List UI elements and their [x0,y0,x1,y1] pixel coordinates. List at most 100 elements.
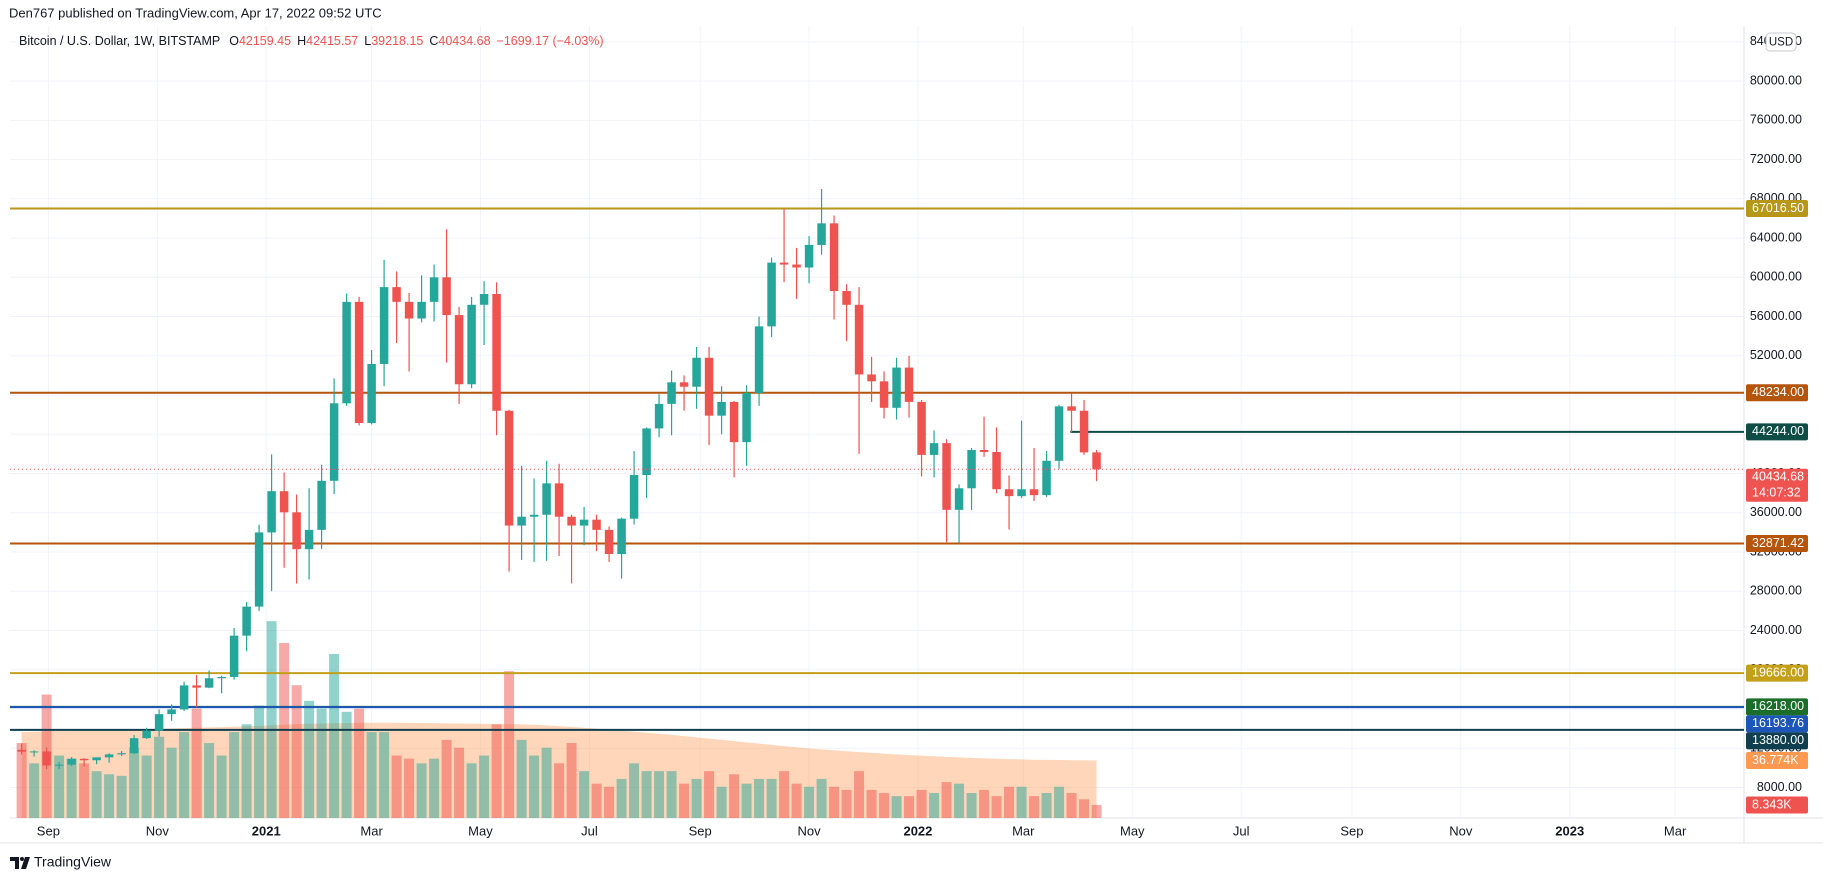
candle-body [454,315,464,385]
candle-body [217,676,226,679]
candle-body [179,685,189,710]
volume-bar [691,778,702,818]
last-price-label-box [1746,468,1808,502]
legend-key: H [297,34,306,48]
y-tick-label: 52000.00 [1750,348,1802,362]
candle-body [167,709,176,715]
legend-value: 42415.57 [306,34,358,48]
candle-body [729,401,739,443]
x-tick-label: Mar [1012,823,1035,838]
candle-body [304,529,314,550]
volume-bar [466,763,477,818]
candle-body [204,678,214,688]
volume-bar [641,771,652,818]
x-tick-label: Nov [798,823,822,838]
volume-bar [979,789,990,818]
y-tick-label: 56000.00 [1750,309,1802,323]
candle-body [779,262,789,265]
legend-key: O [229,34,239,48]
y-tick-label: 80000.00 [1750,73,1802,87]
level-label: 16218.00 [1752,699,1804,713]
volume-bar [16,743,27,818]
candle-body [804,244,814,268]
legend-key: C [429,34,438,48]
candle-body [279,491,289,513]
candle-body [917,401,926,455]
volume-bar [879,793,890,818]
candle-body [1054,406,1064,461]
volume-bar [629,763,640,818]
volume-bar [941,782,952,818]
volume-bar [316,708,327,818]
candle-body [379,287,389,364]
candle-body [854,304,864,375]
level-label: 48234.00 [1752,385,1804,399]
volume-bar [479,755,490,818]
candle-body [579,519,589,526]
level-label: 32871.42 [1752,536,1804,550]
legend: Bitcoin / U.S. Dollar, 1W, BITSTAMP O4215… [19,34,604,48]
candle-body [817,223,826,245]
legend-value: 39218.15 [371,34,423,48]
candle-body [504,410,514,526]
volume-bar [954,783,965,818]
candle-body [879,381,889,408]
candle-body [867,374,876,382]
logo-mark [10,857,30,869]
candle-body [404,301,414,319]
volume-bar [966,793,977,818]
candle-body [92,757,101,761]
x-tick-label: Jul [581,823,598,838]
volume-bar [666,771,677,818]
candle-body [1029,489,1039,496]
last-price-label: 14:07:32 [1752,486,1801,500]
volume-bar [516,739,527,818]
candle-body [1092,452,1101,470]
volume-bar [329,653,340,818]
volume-bar [904,796,915,818]
level-label: 13880.00 [1752,733,1804,747]
level-label-box [1746,384,1808,402]
volume-bar [129,747,140,818]
volume-ma-label-box [1746,752,1808,770]
y-tick-label: 76000.00 [1750,113,1802,127]
volume-bar [829,786,840,818]
candle-body [529,514,539,517]
candle-body [517,516,526,526]
candle-body [392,287,401,302]
candle-body [267,491,276,533]
volume-bar [1016,786,1027,818]
candle-body [417,301,426,319]
volume-bar [616,778,627,818]
volume-bar [679,783,690,818]
volume-bar [216,755,227,818]
legend-change: −1699.17 (−4.03%) [497,34,604,48]
volume-bar [454,747,465,818]
volume-bar [1041,793,1052,818]
candle-body [1004,489,1014,497]
candle-body [554,483,564,517]
currency-badge [1765,32,1797,52]
volume-bar [66,758,77,818]
tradingview-logo [10,857,30,869]
volume-bar [254,705,265,818]
candle-body [367,363,376,424]
x-tick-label: May [1120,823,1145,838]
x-tick-label: May [468,823,493,838]
x-tick-label: Nov [1449,823,1473,838]
candle-body [592,519,601,530]
volume-bar [354,708,365,818]
candle-body [1079,410,1089,453]
volume-bar [654,771,665,818]
candle-body [467,304,476,385]
candle-body [842,291,851,305]
x-tick-label: 2021 [252,823,281,838]
volume-bar [391,755,402,818]
candle-body [79,758,89,761]
volume-bar [816,778,827,818]
candle-body [1017,489,1026,497]
candle-body [629,475,639,519]
volume-bar [991,796,1002,818]
volume-bar [141,755,152,818]
